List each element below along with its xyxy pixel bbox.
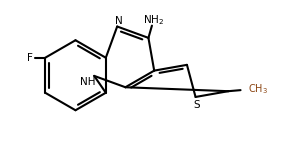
Text: N: N — [115, 16, 123, 26]
Text: NH: NH — [80, 77, 96, 87]
Text: S: S — [193, 100, 200, 110]
Text: F: F — [26, 53, 32, 63]
Text: NH$_2$: NH$_2$ — [143, 13, 164, 27]
Text: CH$_3$: CH$_3$ — [248, 83, 268, 96]
